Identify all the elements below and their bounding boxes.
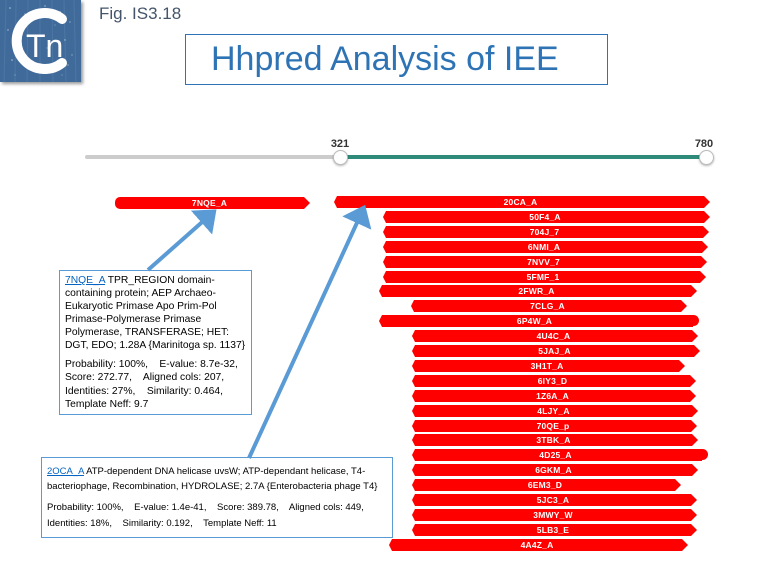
svg-text:Tn: Tn — [26, 28, 63, 64]
